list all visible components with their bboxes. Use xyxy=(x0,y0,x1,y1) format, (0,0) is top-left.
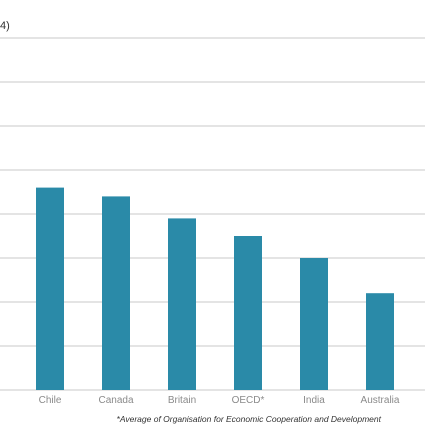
x-tick-label: Britain xyxy=(168,395,196,406)
chart-footnote: *Average of Organisation for Economic Co… xyxy=(117,414,382,424)
x-tick-label: Australia xyxy=(361,395,400,406)
bar-india xyxy=(300,258,328,390)
x-tick-label: OECD* xyxy=(232,395,265,406)
x-tick-label: Chile xyxy=(39,395,62,406)
bar-canada xyxy=(102,196,130,390)
bar-oecd xyxy=(234,236,262,390)
bar-britain xyxy=(168,218,196,390)
x-tick-label: Canada xyxy=(98,395,133,406)
bar-australia xyxy=(366,293,394,390)
bar-chile xyxy=(36,187,64,390)
x-tick-label: India xyxy=(303,395,325,406)
gridlines xyxy=(0,37,425,391)
bars xyxy=(36,187,394,390)
chart-title-fragment: 4) xyxy=(0,20,10,32)
